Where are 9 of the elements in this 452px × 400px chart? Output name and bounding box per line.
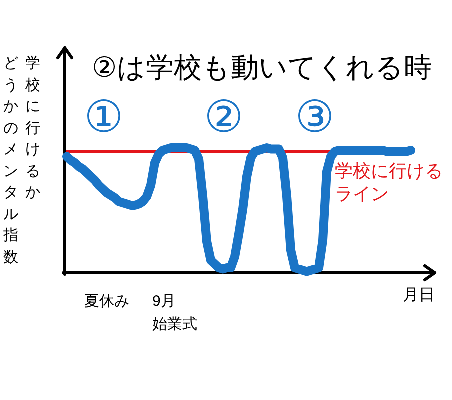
x-axis-title: 月日	[403, 287, 435, 304]
x-tick-label: 夏休み	[84, 293, 130, 310]
y-axis-title: 学校に行けるかどうかのメンタル指数	[2, 54, 42, 268]
chart-title: ②は学校も動いてくれる時	[92, 52, 432, 83]
x-tick-label: 9月始業式	[152, 293, 198, 333]
text: ③	[295, 93, 335, 142]
text: ②	[204, 93, 244, 142]
ref-line-label: 学校に行けるライン	[335, 160, 443, 204]
text: ①	[84, 93, 124, 142]
